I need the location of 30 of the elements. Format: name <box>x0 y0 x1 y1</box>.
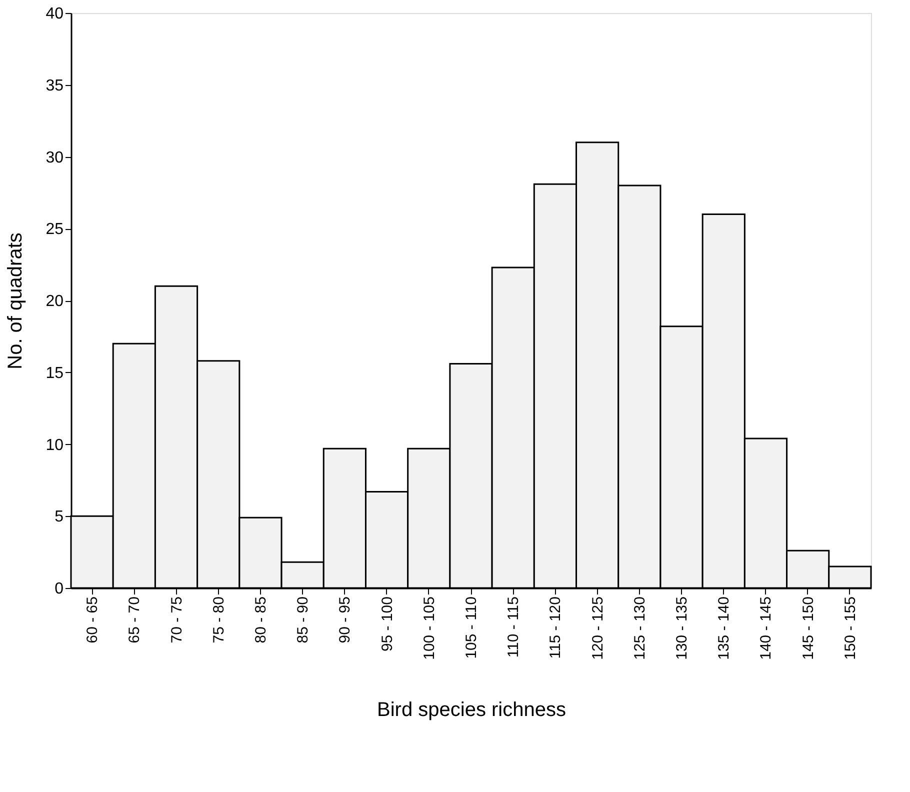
x-tick-label: 110 - 115 <box>505 596 522 658</box>
y-tick-label: 25 <box>46 221 64 238</box>
x-tick-label: 150 - 155 <box>842 596 859 660</box>
y-tick-label: 30 <box>46 149 64 166</box>
x-tick-label: 130 - 135 <box>674 596 691 660</box>
y-tick-label: 5 <box>54 508 64 526</box>
x-tick-label: 135 - 140 <box>716 596 733 660</box>
x-tick-label: 90 - 95 <box>336 596 354 644</box>
x-tick-label: 115 - 120 <box>547 596 564 659</box>
x-tick-label: 105 - 110 <box>463 596 480 659</box>
y-tick-label: 40 <box>46 6 64 22</box>
x-tick-label: 60 - 65 <box>84 596 102 644</box>
x-tick-label: 80 - 85 <box>252 596 270 644</box>
x-tick-label: 125 - 130 <box>631 596 648 660</box>
x-tick-label: 85 - 90 <box>294 596 312 644</box>
y-tick-label: 35 <box>46 77 64 94</box>
y-tick-label: 0 <box>54 580 64 598</box>
y-tick-label: 10 <box>46 436 64 454</box>
y-axis-title: No. of quadrats <box>4 232 27 370</box>
x-tick-label: 65 - 70 <box>126 596 144 644</box>
x-tick-label: 95 - 100 <box>378 596 396 652</box>
x-tick-label: 70 - 75 <box>168 596 186 644</box>
x-axis-title: Bird species richness <box>377 698 566 721</box>
y-tick-label: 20 <box>46 293 64 310</box>
x-tick-label: 145 - 150 <box>800 596 817 660</box>
x-tick-label: 140 - 145 <box>758 596 775 660</box>
x-tick-label: 75 - 80 <box>210 596 228 644</box>
y-tick-label: 15 <box>46 364 64 382</box>
x-tick-label: 120 - 125 <box>589 596 606 660</box>
x-tick-label: 100 - 105 <box>420 596 438 660</box>
